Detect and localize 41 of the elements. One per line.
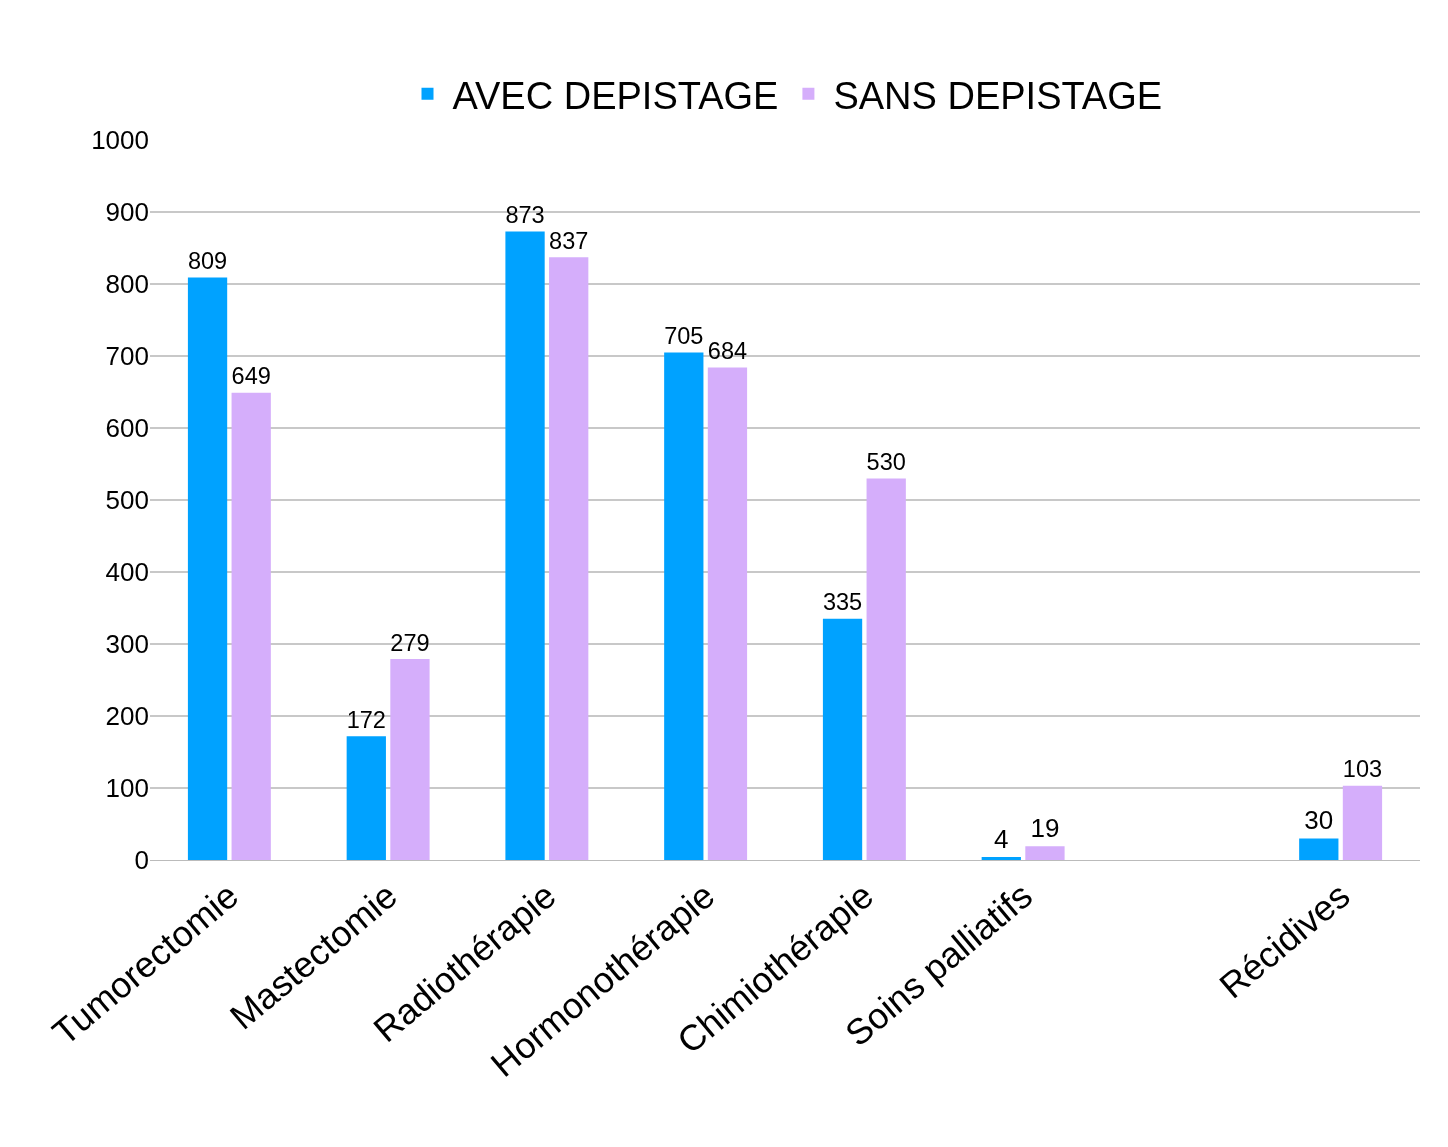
- data-label: 30: [1304, 805, 1334, 836]
- y-tick-label: 100: [105, 773, 149, 804]
- bar: [1342, 785, 1383, 860]
- bar: [1025, 846, 1065, 860]
- bar: [390, 659, 430, 860]
- y-tick-label: 700: [105, 341, 149, 372]
- bar: [346, 736, 386, 860]
- y-tick-label: 500: [105, 485, 149, 516]
- data-label: 530: [866, 448, 906, 475]
- data-label: 279: [390, 629, 430, 656]
- y-tick-label: 200: [105, 701, 149, 732]
- bar: [231, 392, 271, 860]
- bar: [505, 231, 545, 860]
- y-tick-label: 600: [105, 413, 149, 444]
- data-label: 103: [1342, 756, 1383, 783]
- bar: [981, 857, 1021, 860]
- bar: [187, 277, 228, 860]
- y-tick-label: 300: [105, 629, 149, 660]
- data-label: 649: [231, 363, 271, 390]
- data-label: 873: [505, 202, 545, 229]
- y-tick-label: 0: [134, 845, 149, 876]
- y-tick-label: 1000: [91, 125, 149, 156]
- y-tick-label: 800: [105, 269, 149, 300]
- y-tick-label: 400: [105, 557, 149, 588]
- data-label: 19: [1030, 813, 1060, 844]
- data-label: 837: [549, 227, 589, 254]
- data-label: 684: [707, 338, 748, 365]
- data-label: 4: [994, 824, 1009, 855]
- legend-label: SANS DEPISTAGE: [833, 74, 1163, 117]
- bar: [707, 367, 748, 860]
- bar: [822, 618, 863, 860]
- bar: [664, 352, 704, 860]
- bar: [866, 478, 906, 860]
- data-label: 705: [664, 322, 704, 349]
- bar: [1299, 838, 1339, 860]
- data-label: 172: [346, 706, 386, 733]
- y-tick-label: 900: [105, 197, 149, 228]
- bar: [549, 257, 589, 860]
- data-label: 335: [822, 589, 863, 616]
- data-label: 809: [187, 248, 228, 275]
- legend-label: AVEC DEPISTAGE: [452, 74, 779, 117]
